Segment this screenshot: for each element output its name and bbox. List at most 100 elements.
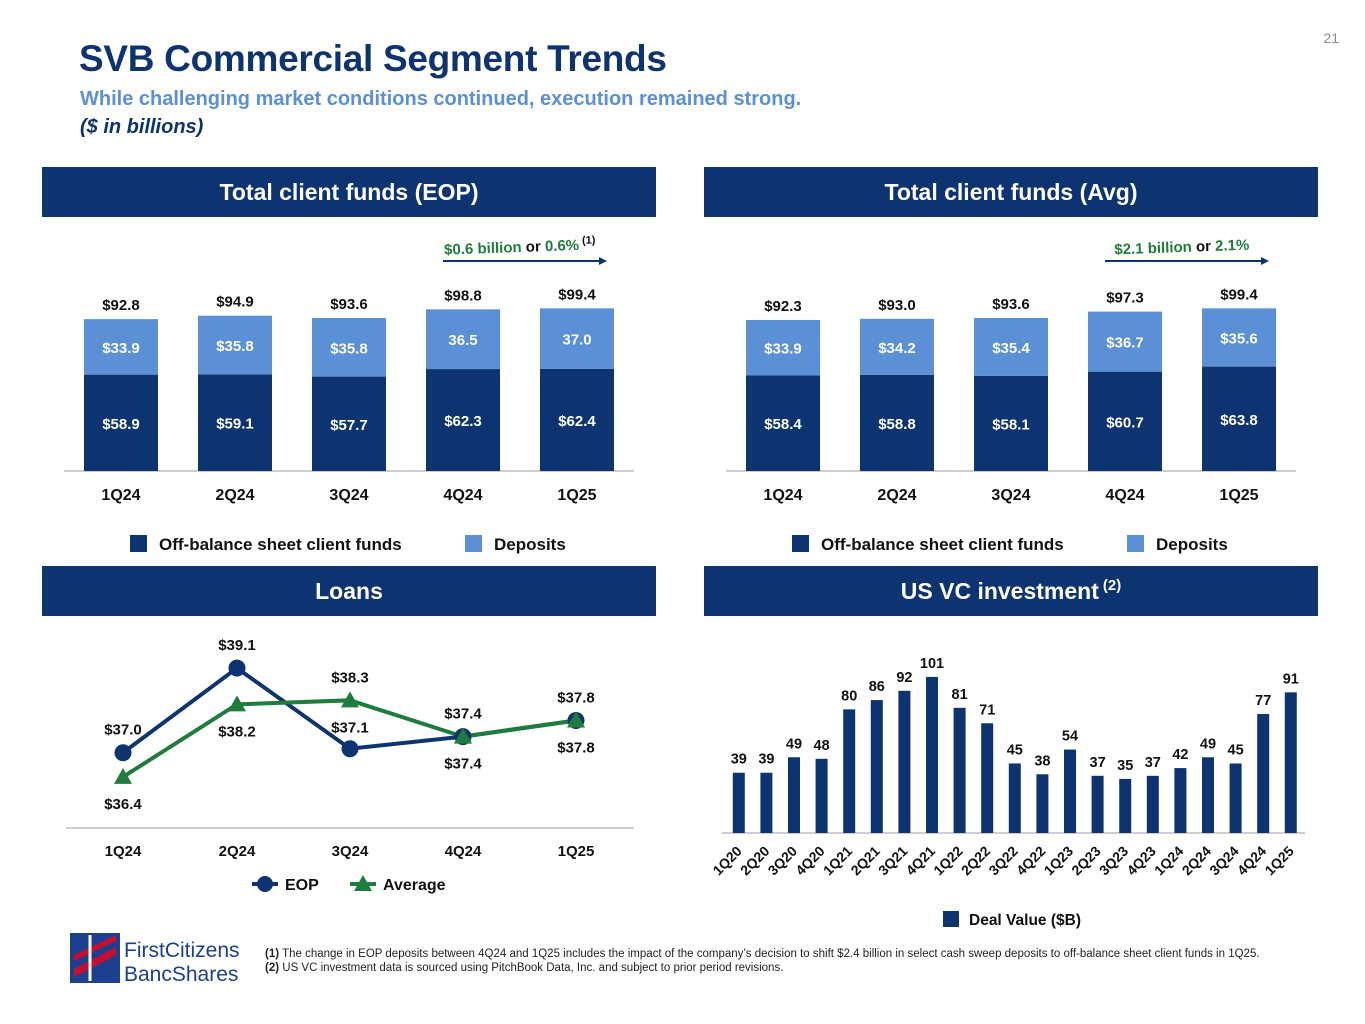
eop-bar-deposits-4Q24 [426, 309, 500, 370]
eop-bar-offbalance-3Q24 [312, 376, 386, 471]
avg-label-offbalance-4Q24: $60.7 [1106, 414, 1144, 431]
avg-total-1Q24: $92.3 [764, 298, 802, 315]
avg-label-deposits-1Q24: $33.9 [764, 341, 802, 358]
avg-bar-offbalance-2Q24 [860, 374, 934, 471]
eop-panel-header: Total client funds (EOP) [42, 167, 656, 217]
vc-bar-1Q25 [1284, 692, 1297, 833]
vc-label-4Q21: 101 [920, 656, 944, 672]
loans-label-average-4Q24: $37.4 [444, 756, 482, 773]
loans-legend: EOP Average [252, 875, 446, 894]
eop-chart: $58.9 $33.9 $92.8 1Q24 $59.1 $35.8 $94.9 2Q24 $5… [64, 234, 634, 554]
avg-total-4Q24: $97.3 [1106, 290, 1144, 307]
eop-growth-annotation: $0.6 billion or 0.6% (1) [444, 234, 596, 258]
vc-xtick-1Q22: 1Q22 [930, 843, 966, 879]
vc-xtick-1Q20: 1Q20 [709, 843, 745, 879]
eop-legend: Off-balance sheet client funds Deposits [130, 535, 566, 554]
vc-xtick-3Q21: 3Q21 [875, 843, 911, 879]
avg-label-offbalance-1Q25: $63.8 [1220, 412, 1258, 429]
loans-legend-label-average: Average [383, 877, 446, 894]
eop-legend-label-offbalance: Off-balance sheet client funds [159, 535, 402, 554]
loans-label-average-1Q24: $36.4 [104, 796, 142, 813]
loans-line-average [121, 698, 577, 779]
vc-xtick-2Q22: 2Q22 [958, 843, 994, 879]
page-subtitle: While challenging market conditions cont… [80, 88, 802, 110]
loans-marker-average-1Q24 [114, 767, 132, 784]
eop-total-2Q24: $94.9 [216, 294, 254, 311]
eop-label-deposits-3Q24: $35.8 [330, 340, 368, 357]
vc-label-2Q23: 37 [1090, 755, 1106, 771]
loans-label-eop-3Q24: $37.1 [331, 720, 369, 737]
footnote-2: (2) US VC investment data is sourced usi… [265, 961, 1305, 975]
loans-xtick-1Q24: 1Q24 [105, 843, 142, 860]
eop-total-1Q24: $92.8 [102, 297, 140, 314]
loans-label-eop-2Q24: $39.1 [218, 637, 256, 654]
eop-total-4Q24: $98.8 [444, 287, 482, 304]
vc-xtick-1Q24: 1Q24 [1151, 843, 1187, 879]
loans-legend-marker-eop [257, 876, 273, 892]
eop-label-deposits-2Q24: $35.8 [216, 338, 254, 355]
loans-marker-average-3Q24 [341, 691, 359, 708]
vc-label-2Q20: 39 [758, 752, 774, 768]
avg-total-2Q24: $93.0 [878, 297, 916, 314]
page-title: SVB Commercial Segment Trends [79, 38, 667, 79]
avg-xtick-3Q24: 3Q24 [991, 487, 1030, 504]
vc-xtick-3Q20: 3Q20 [765, 843, 801, 879]
avg-xtick-4Q24: 4Q24 [1105, 487, 1144, 504]
avg-panel-title: Total client funds (Avg) [884, 178, 1138, 205]
vc-xtick-3Q23: 3Q23 [1096, 843, 1132, 879]
avg-bar-offbalance-3Q24 [974, 375, 1048, 471]
eop-label-offbalance-1Q24: $58.9 [102, 416, 140, 433]
eop-xtick-1Q24: 1Q24 [101, 487, 140, 504]
vc-xtick-2Q20: 2Q20 [737, 843, 773, 879]
vc-bar-1Q23 [1064, 749, 1076, 833]
vc-bar-3Q22 [1008, 763, 1021, 833]
logo-stripe-2 [74, 935, 116, 961]
avg-legend: Off-balance sheet client funds Deposits [792, 535, 1228, 554]
vc-bar-2Q23 [1091, 775, 1104, 833]
loans-marker-eop-1Q24 [114, 744, 132, 762]
footnote-2-text: US VC investment data is sourced using P… [282, 962, 784, 974]
avg-legend-label-deposits: Deposits [1156, 535, 1228, 554]
avg-bar-offbalance-1Q25 [1202, 366, 1276, 471]
vc-bar-1Q20 [732, 772, 745, 833]
vc-xtick-1Q21: 1Q21 [820, 843, 856, 879]
loans-xtick-2Q24: 2Q24 [219, 843, 256, 860]
avg-bar-offbalance-1Q24 [746, 375, 820, 471]
vc-bar-2Q24 [1202, 757, 1214, 833]
avg-label-deposits-3Q24: $35.4 [992, 340, 1030, 357]
loans-label-eop-1Q25: $37.8 [557, 689, 595, 706]
eop-growth-footnote: (1) [582, 234, 596, 246]
vc-xtick-4Q21: 4Q21 [903, 843, 939, 879]
vc-xtick-1Q23: 1Q23 [1041, 843, 1077, 879]
avg-label-offbalance-2Q24: $58.8 [878, 416, 916, 433]
avg-bar-offbalance-4Q24 [1088, 371, 1162, 471]
loans-xtick-1Q25: 1Q25 [558, 843, 595, 860]
avg-total-1Q25: $99.4 [1220, 286, 1258, 303]
vc-bar-3Q23 [1119, 778, 1132, 833]
logo-text-line2: BancShares [124, 963, 238, 986]
loans-panel-title: Loans [315, 577, 383, 604]
footnote-1-marker: (1) [265, 948, 280, 960]
loans-marker-eop-3Q24 [341, 740, 359, 758]
logo-text-line1: FirstCitizens [124, 939, 240, 962]
avg-growth-connector: or [1192, 238, 1216, 256]
footnote-2-marker: (2) [265, 962, 280, 974]
avg-xtick-2Q24: 2Q24 [877, 487, 916, 504]
vc-xtick-4Q22: 4Q22 [1013, 843, 1049, 879]
vc-label-4Q23: 37 [1145, 755, 1161, 771]
eop-total-3Q24: $93.6 [330, 296, 368, 313]
vc-xtick-2Q24: 2Q24 [1179, 843, 1215, 879]
eop-label-deposits-1Q25: 37.0 [562, 332, 591, 349]
vc-panel-title: US VC investment [900, 577, 1099, 604]
loans-legend-label-eop: EOP [285, 877, 319, 894]
eop-xtick-4Q24: 4Q24 [443, 487, 482, 504]
vc-chart: 39 1Q20 39 2Q20 49 3Q20 48 4Q20 80 1Q21 86 2Q21 92 3Q… [709, 656, 1305, 929]
vc-label-1Q23: 54 [1062, 729, 1078, 745]
vc-bar-1Q24 [1174, 768, 1187, 833]
vc-label-1Q20: 39 [731, 752, 747, 768]
eop-bar-deposits-2Q24 [198, 315, 272, 375]
avg-growth-annotation: $2.1 billion or 2.1% [1114, 237, 1250, 259]
avg-bar-deposits-1Q25 [1202, 308, 1276, 367]
loans-legend-marker-average [354, 875, 372, 891]
vc-bar-1Q22 [953, 707, 966, 833]
